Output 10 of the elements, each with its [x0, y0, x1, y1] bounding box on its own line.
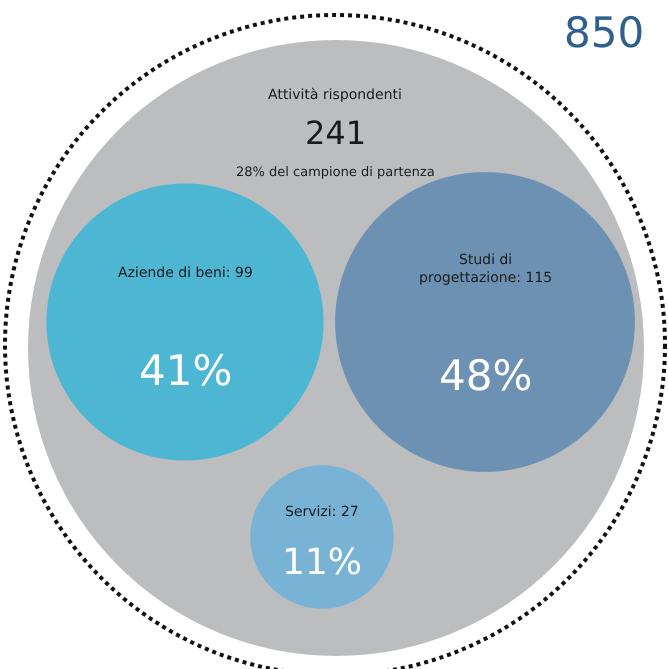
- category-label: Aziende di beni: 99: [118, 265, 253, 281]
- text: 850: [564, 8, 644, 57]
- data-label: 11%: [282, 542, 362, 583]
- text: 28% del campione di partenza: [236, 165, 435, 180]
- text: Attività rispondenti: [268, 87, 402, 103]
- text: 241: [305, 114, 366, 152]
- data-label: 48%: [439, 351, 532, 400]
- category-label: Servizi: 27: [285, 504, 359, 520]
- data-label: 41%: [139, 346, 232, 395]
- category-label: Studi di progettazione: 115: [419, 252, 552, 286]
